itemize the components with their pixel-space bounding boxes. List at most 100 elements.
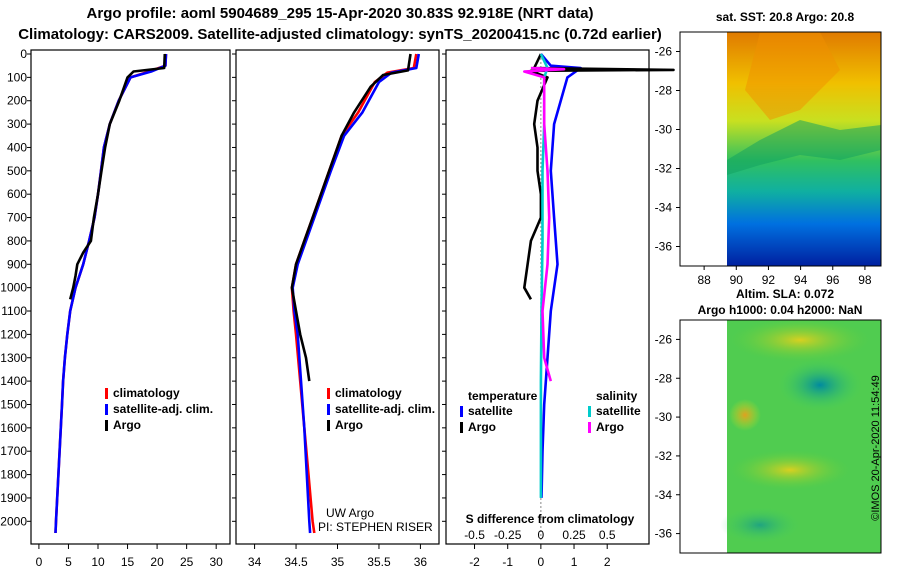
legend-swatch (105, 388, 108, 399)
legend-swatch (588, 422, 591, 433)
sla-map (679, 318, 882, 554)
y-tick-label: 1600 (0, 421, 27, 435)
temperature-panel: 0 5 10 15 20 25 300100200300400500600700800900… (0, 47, 223, 569)
sst-map-green-filament (727, 120, 881, 175)
difference-panel-frame (445, 49, 650, 545)
x-tick-label: 15 (121, 555, 135, 569)
legend-swatch (460, 422, 463, 433)
legend-label: satellite (468, 404, 513, 418)
map-y-tick-label: -30 (655, 410, 673, 424)
sst-map-frame (679, 31, 882, 267)
x-tick-label: 35 (331, 555, 345, 569)
series-line (68, 53, 167, 300)
difference-xlabel: S difference from climatology (465, 512, 635, 526)
y-tick-label: 200 (7, 94, 27, 108)
series-line (539, 53, 549, 498)
legend-swatch (327, 404, 330, 415)
legend-swatch (588, 406, 591, 417)
y-tick-label: 1200 (0, 327, 27, 341)
y-tick-label: 2000 (0, 514, 27, 528)
x-tick-label: -1 (502, 555, 513, 569)
map-y-tick-label: -26 (655, 45, 673, 59)
y-tick-label: 600 (7, 187, 27, 201)
y-tick-label: 1900 (0, 491, 27, 505)
map-y-tick-label: -26 (655, 332, 673, 346)
legend-swatch (327, 420, 330, 431)
page-title-line1: Argo profile: aoml 5904689_295 15-Apr-20… (86, 5, 594, 22)
legend-label: Argo (335, 418, 363, 432)
legend-swatch (105, 420, 108, 431)
sla-map-high-band (730, 450, 850, 490)
sla-map-low-eddy (778, 359, 862, 411)
y-tick-label: 1300 (0, 351, 27, 365)
map-y-tick-label: -34 (655, 201, 673, 215)
y-tick-label: 800 (7, 234, 27, 248)
y-tick-label: 1400 (0, 374, 27, 388)
series-line (522, 53, 675, 300)
series-line (522, 66, 566, 382)
series-line (290, 53, 412, 382)
legend-label: satellite-adj. clim. (335, 402, 435, 416)
map-y-tick-label: -32 (655, 162, 673, 176)
temperature-panel-frame (30, 49, 231, 545)
legend-salinity-title: salinity (596, 389, 638, 403)
s-tick-label: 0.25 (562, 528, 586, 542)
credit-stamp: ©IMOS 20-Apr-2020 11:54:49 (868, 350, 884, 550)
map-y-tick-label: -28 (655, 84, 673, 98)
x-tick-label: 20 (150, 555, 164, 569)
map-x-tick-label: 92 (762, 273, 776, 287)
legend-label: Argo (596, 420, 624, 434)
y-tick-label: 1100 (1, 304, 27, 318)
map-x-tick-label: 94 (794, 273, 808, 287)
map-x-tick-label: 90 (730, 273, 744, 287)
sla-map-warm-spot (729, 399, 761, 431)
sla-map-blank (680, 320, 726, 553)
x-tick-label: -2 (469, 555, 480, 569)
x-tick-label: 36 (414, 555, 428, 569)
map-labels: 88 90 92 94 96 98 -26 -28 -30 -32 -34 -36 -26 -28 -30 -… (655, 45, 872, 541)
salinity-panel: 34 34.5 35 35.5 36 climatology satellite-adj. … (232, 53, 435, 569)
y-tick-label: 1800 (0, 468, 27, 482)
x-tick-label: 10 (91, 555, 105, 569)
x-tick-label: 0 (36, 555, 43, 569)
difference-panel: -2 -1 0 1 2 -0.5 -0.25 0 0.25 0.5 satellite Argo sat… (442, 53, 675, 569)
y-tick-label: 1000 (0, 281, 27, 295)
s-tick-label: 0 (538, 528, 545, 542)
map-x-tick-label: 96 (826, 273, 840, 287)
legend-label: Argo (468, 420, 496, 434)
sla-map-title: Altim. SLA: 0.072 (735, 287, 835, 301)
x-tick-label: 5 (65, 555, 72, 569)
y-tick-label: 900 (7, 257, 27, 271)
sst-map (679, 31, 882, 267)
x-tick-label: 34 (248, 555, 262, 569)
s-tick-label: -0.5 (464, 528, 485, 542)
pi-annotation-1: UW Argo (326, 506, 375, 520)
sla-map-frame (679, 319, 882, 554)
x-tick-label: 30 (210, 555, 224, 569)
legend-label: satellite (596, 404, 641, 418)
map-x-tick-label: 88 (697, 273, 711, 287)
map-y-tick-label: -36 (655, 240, 673, 254)
y-tick-label: 0 (20, 47, 27, 61)
sla-map-subtitle: Argo h1000: 0.04 h2000: NaN (697, 303, 863, 317)
y-tick-label: 700 (7, 211, 27, 225)
legend-temperature-title: temperature (468, 389, 538, 403)
s-tick-label: -0.25 (494, 528, 522, 542)
legend-swatch (460, 406, 463, 417)
map-y-tick-label: -30 (655, 123, 673, 137)
legend-label: Argo (113, 418, 141, 432)
y-tick-label: 400 (7, 140, 27, 154)
page-title-line2: Climatology: CARS2009. Satellite-adjuste… (18, 26, 662, 43)
sla-map-high-ridge (730, 318, 870, 362)
credit-text: ©IMOS 20-Apr-2020 11:54:49 (870, 375, 882, 521)
x-tick-label: 25 (180, 555, 194, 569)
x-tick-label: 34.5 (284, 555, 308, 569)
x-tick-label: 2 (604, 555, 611, 569)
y-tick-label: 1500 (0, 397, 27, 411)
map-y-tick-label: -34 (655, 488, 673, 502)
legend-label: climatology (113, 386, 180, 400)
y-tick-label: 500 (7, 164, 27, 178)
x-tick-label: 1 (571, 555, 578, 569)
salinity-panel-frame (235, 49, 440, 545)
